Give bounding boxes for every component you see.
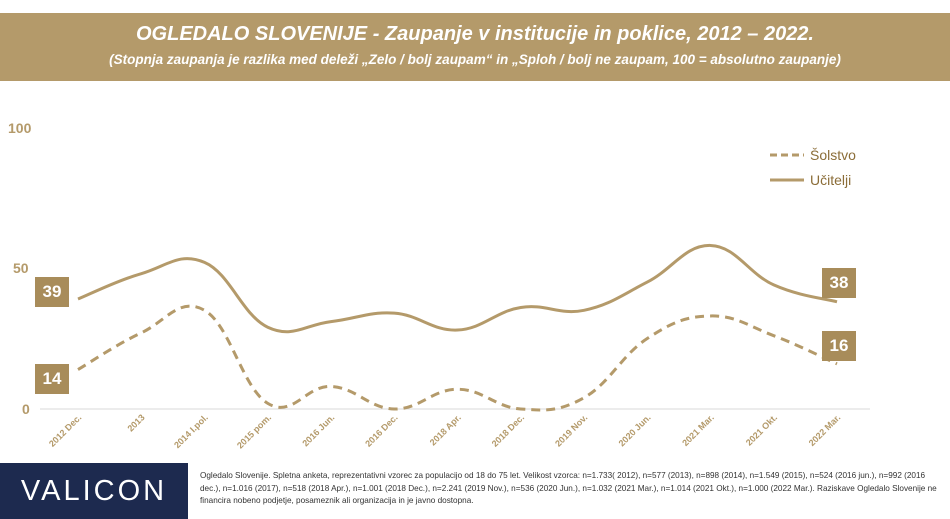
legend-item-ucitelji: Učitelji bbox=[770, 167, 856, 192]
data-label-last-ucitelji: 38 bbox=[822, 268, 856, 298]
legend-label-solstvo: Šolstvo bbox=[810, 146, 856, 163]
x-tick-label: 2022 Mar. bbox=[807, 412, 843, 448]
footnote: Ogledalo Slovenije. Spletna anketa, repr… bbox=[200, 471, 937, 505]
x-tick-label: 2019 Nov. bbox=[553, 412, 589, 448]
y-tick-0: 0 bbox=[22, 401, 30, 417]
legend-item-solstvo: Šolstvo bbox=[770, 142, 856, 167]
x-tick-label: 2018 Dec. bbox=[490, 412, 526, 448]
series-line-ucitelji bbox=[77, 243, 838, 334]
data-label-first-ucitelji: 39 bbox=[35, 277, 69, 307]
legend-swatch-dashed bbox=[770, 153, 804, 156]
x-tick-label: 2016 Jun. bbox=[300, 412, 336, 448]
title-banner: OGLEDALO SLOVENIJE - Zaupanje v instituc… bbox=[0, 13, 950, 81]
x-tick-label: 2013 bbox=[125, 412, 146, 433]
y-tick-50: 50 bbox=[13, 260, 29, 276]
chart-title: OGLEDALO SLOVENIJE - Zaupanje v instituc… bbox=[136, 23, 814, 45]
data-label-last-solstvo: 16 bbox=[822, 331, 856, 361]
x-tick-label: 2012 Dec. bbox=[47, 412, 83, 448]
y-tick-100: 100 bbox=[8, 120, 32, 136]
chart-subtitle: (Stopnja zaupanja je razlika med deleži … bbox=[109, 52, 841, 67]
legend-swatch-solid bbox=[770, 178, 804, 181]
x-tick-label: 2014 I.pol. bbox=[172, 412, 210, 450]
x-tick-label: 2021 Okt. bbox=[744, 412, 779, 447]
legend-label-ucitelji: Učitelji bbox=[810, 171, 852, 188]
series-line-solstvo bbox=[77, 304, 838, 412]
valicon-logo: VALICON bbox=[0, 463, 188, 519]
x-tick-label: 2018 Apr. bbox=[428, 412, 463, 447]
x-tick-label: 2016 Dec. bbox=[363, 412, 399, 448]
x-tick-label: 2015 pom. bbox=[235, 412, 273, 450]
legend: Šolstvo Učitelji bbox=[770, 142, 856, 192]
x-tick-label: 2020 Jun. bbox=[617, 412, 653, 448]
data-label-first-solstvo: 14 bbox=[35, 364, 69, 394]
x-tick-label: 2021 Mar. bbox=[680, 412, 716, 448]
